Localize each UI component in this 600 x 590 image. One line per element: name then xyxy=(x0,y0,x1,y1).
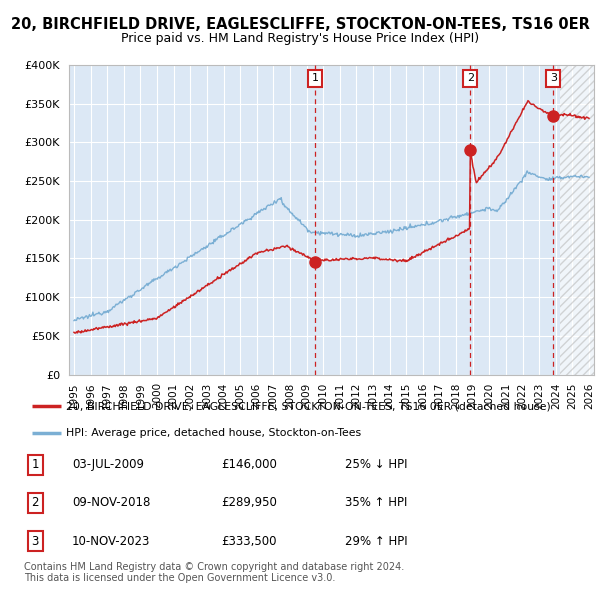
Text: 10-NOV-2023: 10-NOV-2023 xyxy=(72,535,151,548)
Text: 35% ↑ HPI: 35% ↑ HPI xyxy=(346,496,408,510)
Text: 1: 1 xyxy=(311,73,319,83)
Text: Contains HM Land Registry data © Crown copyright and database right 2024.
This d: Contains HM Land Registry data © Crown c… xyxy=(24,562,404,584)
Polygon shape xyxy=(560,65,594,375)
Text: Price paid vs. HM Land Registry's House Price Index (HPI): Price paid vs. HM Land Registry's House … xyxy=(121,32,479,45)
Text: £146,000: £146,000 xyxy=(221,458,277,471)
Text: £289,950: £289,950 xyxy=(221,496,277,510)
Text: 20, BIRCHFIELD DRIVE, EAGLESCLIFFE, STOCKTON-ON-TEES, TS16 0ER (detached house): 20, BIRCHFIELD DRIVE, EAGLESCLIFFE, STOC… xyxy=(66,401,551,411)
Text: 20, BIRCHFIELD DRIVE, EAGLESCLIFFE, STOCKTON-ON-TEES, TS16 0ER: 20, BIRCHFIELD DRIVE, EAGLESCLIFFE, STOC… xyxy=(11,17,589,31)
Text: 2: 2 xyxy=(467,73,474,83)
Text: 1: 1 xyxy=(32,458,39,471)
Text: 3: 3 xyxy=(32,535,39,548)
Text: 25% ↓ HPI: 25% ↓ HPI xyxy=(346,458,408,471)
Text: HPI: Average price, detached house, Stockton-on-Tees: HPI: Average price, detached house, Stoc… xyxy=(66,428,361,438)
Text: £333,500: £333,500 xyxy=(221,535,277,548)
Text: 29% ↑ HPI: 29% ↑ HPI xyxy=(346,535,408,548)
Text: 2: 2 xyxy=(32,496,39,510)
Text: 03-JUL-2009: 03-JUL-2009 xyxy=(72,458,144,471)
Text: 3: 3 xyxy=(550,73,557,83)
Text: 09-NOV-2018: 09-NOV-2018 xyxy=(72,496,151,510)
